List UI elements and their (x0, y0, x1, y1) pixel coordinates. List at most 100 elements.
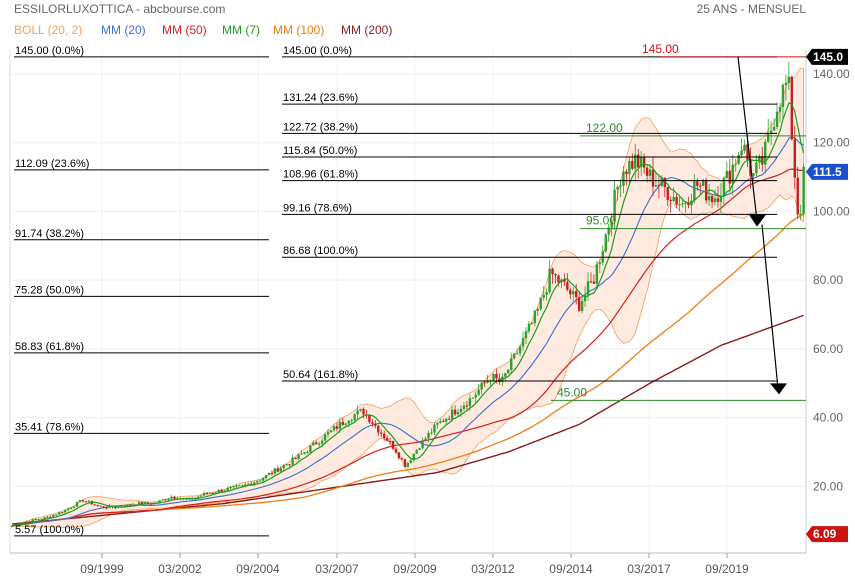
candle-body (557, 275, 560, 283)
price-tag-bg-0 (806, 48, 848, 65)
candle-body (409, 460, 412, 463)
x-tick-label-3: 03/2007 (315, 562, 359, 576)
candle-body (639, 156, 643, 168)
candle-body (114, 507, 117, 509)
candle-body (604, 234, 607, 252)
candle-body (725, 170, 729, 178)
candle-body (663, 177, 667, 188)
candle-body (356, 410, 359, 415)
price-tag-1: 111.5 (806, 163, 848, 180)
fib-right-label-2: 122.72 (38.2%) (283, 121, 358, 133)
fib-right-label-3: 115.84 (50.0%) (283, 145, 357, 157)
fib-left-label-5: 35.41 (78.6%) (15, 421, 84, 433)
candle-body (495, 374, 498, 379)
candle-body (235, 485, 238, 487)
candle-body (362, 408, 365, 415)
candle-body (105, 507, 108, 509)
candle-body (719, 195, 723, 202)
candle-body (306, 452, 309, 454)
candle-body (474, 394, 477, 398)
candle-body (46, 516, 49, 518)
candle-body (279, 468, 283, 472)
x-tick-label-7: 03/2017 (627, 562, 671, 576)
legend-mm20[interactable]: MM (20) (101, 23, 146, 37)
candle-body (270, 473, 274, 475)
candle-body (208, 492, 212, 494)
price-tag-0: 145.0 (806, 48, 848, 65)
candle-body (427, 433, 430, 439)
candle-body (764, 141, 767, 165)
candle-body (512, 353, 516, 359)
legend-mm200[interactable]: MM (200) (341, 23, 392, 37)
candle-body (226, 488, 229, 491)
candle-body (533, 310, 537, 324)
candle-body (303, 452, 306, 454)
candle-body (752, 173, 755, 176)
candle-body (524, 331, 528, 339)
candle-body (244, 484, 247, 486)
x-tick-label-8: 09/2019 (705, 562, 749, 576)
candle-body (548, 268, 551, 293)
candle-body (34, 519, 37, 521)
candle-body (569, 289, 572, 295)
candle-body (710, 196, 714, 203)
candle-body (332, 426, 336, 431)
candle-body (761, 156, 764, 165)
candle-body (276, 468, 280, 472)
candle-body (480, 382, 483, 390)
candle-body (545, 292, 548, 295)
candle-body (323, 434, 327, 441)
fib-right-label-7: 50.64 (161.8%) (283, 369, 358, 381)
candle-body (52, 514, 55, 518)
candle-body (43, 517, 46, 519)
level-label-1: 122.00 (586, 121, 623, 135)
candle-body (666, 187, 669, 200)
candle-body (397, 452, 401, 459)
arrow-to-45 (761, 224, 779, 389)
candle-body (341, 421, 345, 425)
ma100-line (11, 213, 804, 527)
candle-body (628, 160, 631, 175)
candle-body (359, 408, 362, 411)
candle-body (716, 198, 720, 202)
level-label-0: 145.00 (642, 42, 679, 56)
candle-body (687, 203, 690, 206)
y-tick-label-4: 100.00 (813, 204, 850, 218)
fib-left-label-2: 91.74 (38.2%) (15, 228, 84, 240)
candle-body (447, 418, 451, 420)
candle-body (25, 521, 28, 523)
candle-body (264, 475, 268, 479)
candle-body (137, 502, 141, 505)
candle-body (202, 493, 206, 496)
candle-body (787, 76, 791, 83)
candle-body (536, 309, 539, 311)
candle-body (521, 338, 525, 347)
candle-body (196, 496, 200, 498)
candle-body (430, 432, 433, 434)
candle-body (483, 382, 486, 384)
candle-body (385, 438, 389, 441)
candle-body (66, 508, 70, 511)
x-tick-label-1: 03/2002 (158, 562, 202, 576)
legend-mm7[interactable]: MM (7) (222, 23, 260, 37)
candle-body (273, 468, 277, 474)
candle-body (592, 281, 596, 284)
candle-body (211, 492, 215, 494)
candle-body (241, 485, 244, 487)
candle-body (108, 505, 111, 508)
candle-body (583, 294, 587, 302)
candle-body (347, 421, 350, 424)
candle-body (669, 199, 672, 201)
legend-mm100[interactable]: MM (100) (273, 23, 324, 37)
candle-body (631, 160, 634, 169)
y-tick-label-3: 80.00 (813, 273, 843, 287)
legend-mm50[interactable]: MM (50) (162, 23, 207, 37)
candle-body (589, 281, 593, 283)
arrow-head-45 (770, 383, 787, 395)
candle-body (563, 279, 566, 282)
legend-boll[interactable]: BOLL (20, 2) (14, 23, 82, 37)
candle-body (99, 505, 102, 507)
candle-body (778, 106, 782, 112)
candle-body (344, 423, 347, 425)
